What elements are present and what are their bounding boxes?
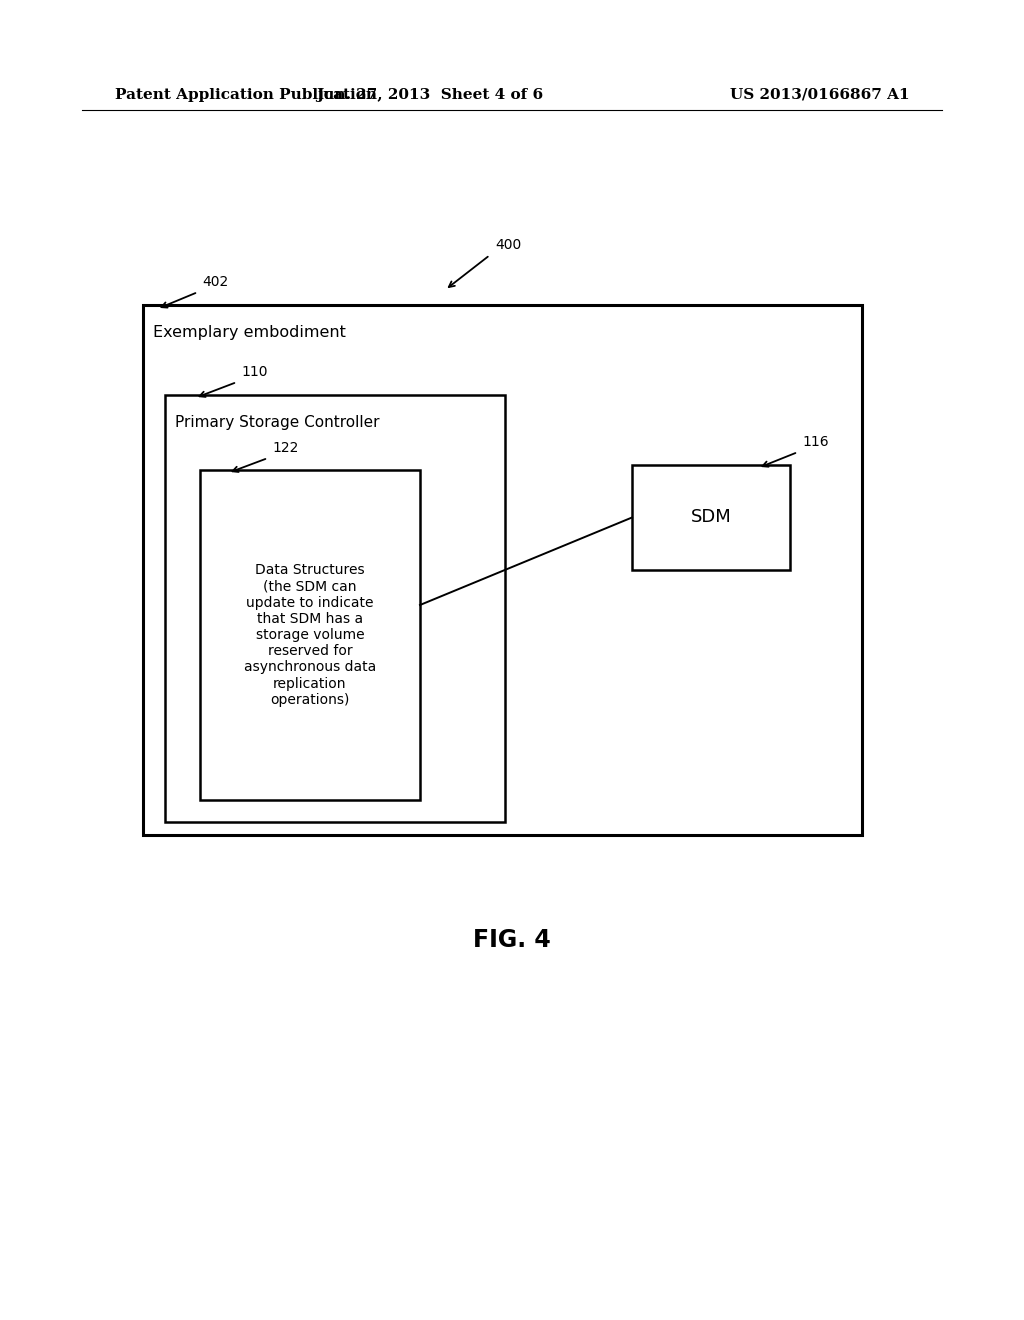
Text: 116: 116 <box>802 436 828 449</box>
Bar <box>143 305 862 836</box>
Text: Patent Application Publication: Patent Application Publication <box>115 88 377 102</box>
Text: 402: 402 <box>202 275 228 289</box>
Text: Jun. 27, 2013  Sheet 4 of 6: Jun. 27, 2013 Sheet 4 of 6 <box>316 88 544 102</box>
Text: 400: 400 <box>495 238 521 252</box>
Text: Primary Storage Controller: Primary Storage Controller <box>175 416 380 430</box>
Text: 122: 122 <box>272 441 298 455</box>
Text: SDM: SDM <box>690 508 731 527</box>
Text: US 2013/0166867 A1: US 2013/0166867 A1 <box>730 88 910 102</box>
Bar <box>200 470 420 800</box>
Bar <box>165 395 505 822</box>
Text: 110: 110 <box>241 366 267 379</box>
Text: FIG. 4: FIG. 4 <box>473 928 551 952</box>
Bar <box>632 465 790 570</box>
Text: Data Structures
(the SDM can
update to indicate
that SDM has a
storage volume
re: Data Structures (the SDM can update to i… <box>244 564 376 706</box>
Text: Exemplary embodiment: Exemplary embodiment <box>153 326 346 341</box>
